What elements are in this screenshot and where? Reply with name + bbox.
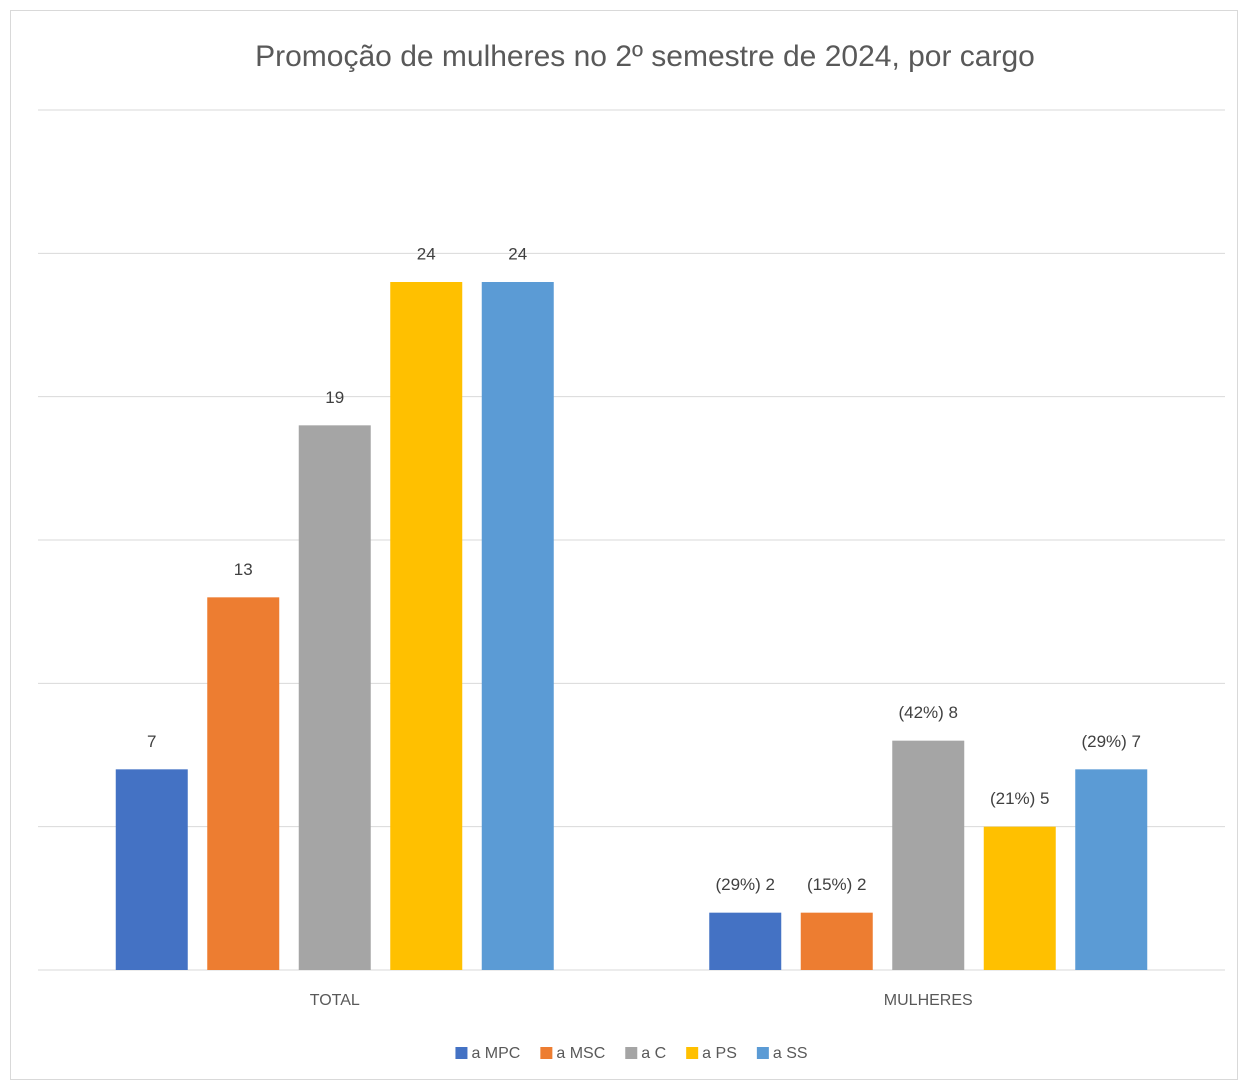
x-tick-label: TOTAL [310,992,360,1009]
chart-title: Promoção de mulheres no 2º semestre de 2… [255,40,1035,73]
bar [1075,769,1148,970]
data-label: 7 [147,732,156,751]
data-label: (29%) 2 [715,875,775,894]
legend-swatch [455,1047,468,1059]
bar [481,282,554,970]
data-label: (21%) 5 [990,789,1050,808]
data-label: (15%) 2 [807,875,867,894]
legend-label: a PS [702,1045,737,1062]
legend-swatch [686,1047,699,1059]
data-label: (42%) 8 [898,703,958,722]
bar [298,425,371,970]
bar [800,912,873,970]
bar [115,769,188,970]
bar [709,912,782,970]
legend-label: a C [641,1045,666,1062]
bar [983,826,1056,970]
data-label: (29%) 7 [1081,732,1141,751]
data-label: 13 [234,560,253,579]
data-label: 24 [508,244,527,263]
data-label: 24 [417,244,436,263]
bar [390,282,463,970]
x-tick-label: MULHERES [884,992,973,1009]
data-label: 19 [325,388,344,407]
legend-swatch [625,1047,638,1059]
legend-swatch [756,1047,769,1059]
legend-label: a MSC [556,1045,605,1062]
bar [892,740,965,970]
legend-label: a MPC [471,1045,520,1062]
legend-swatch [540,1047,553,1059]
legend-label: a SS [773,1045,808,1062]
bar [207,597,280,970]
